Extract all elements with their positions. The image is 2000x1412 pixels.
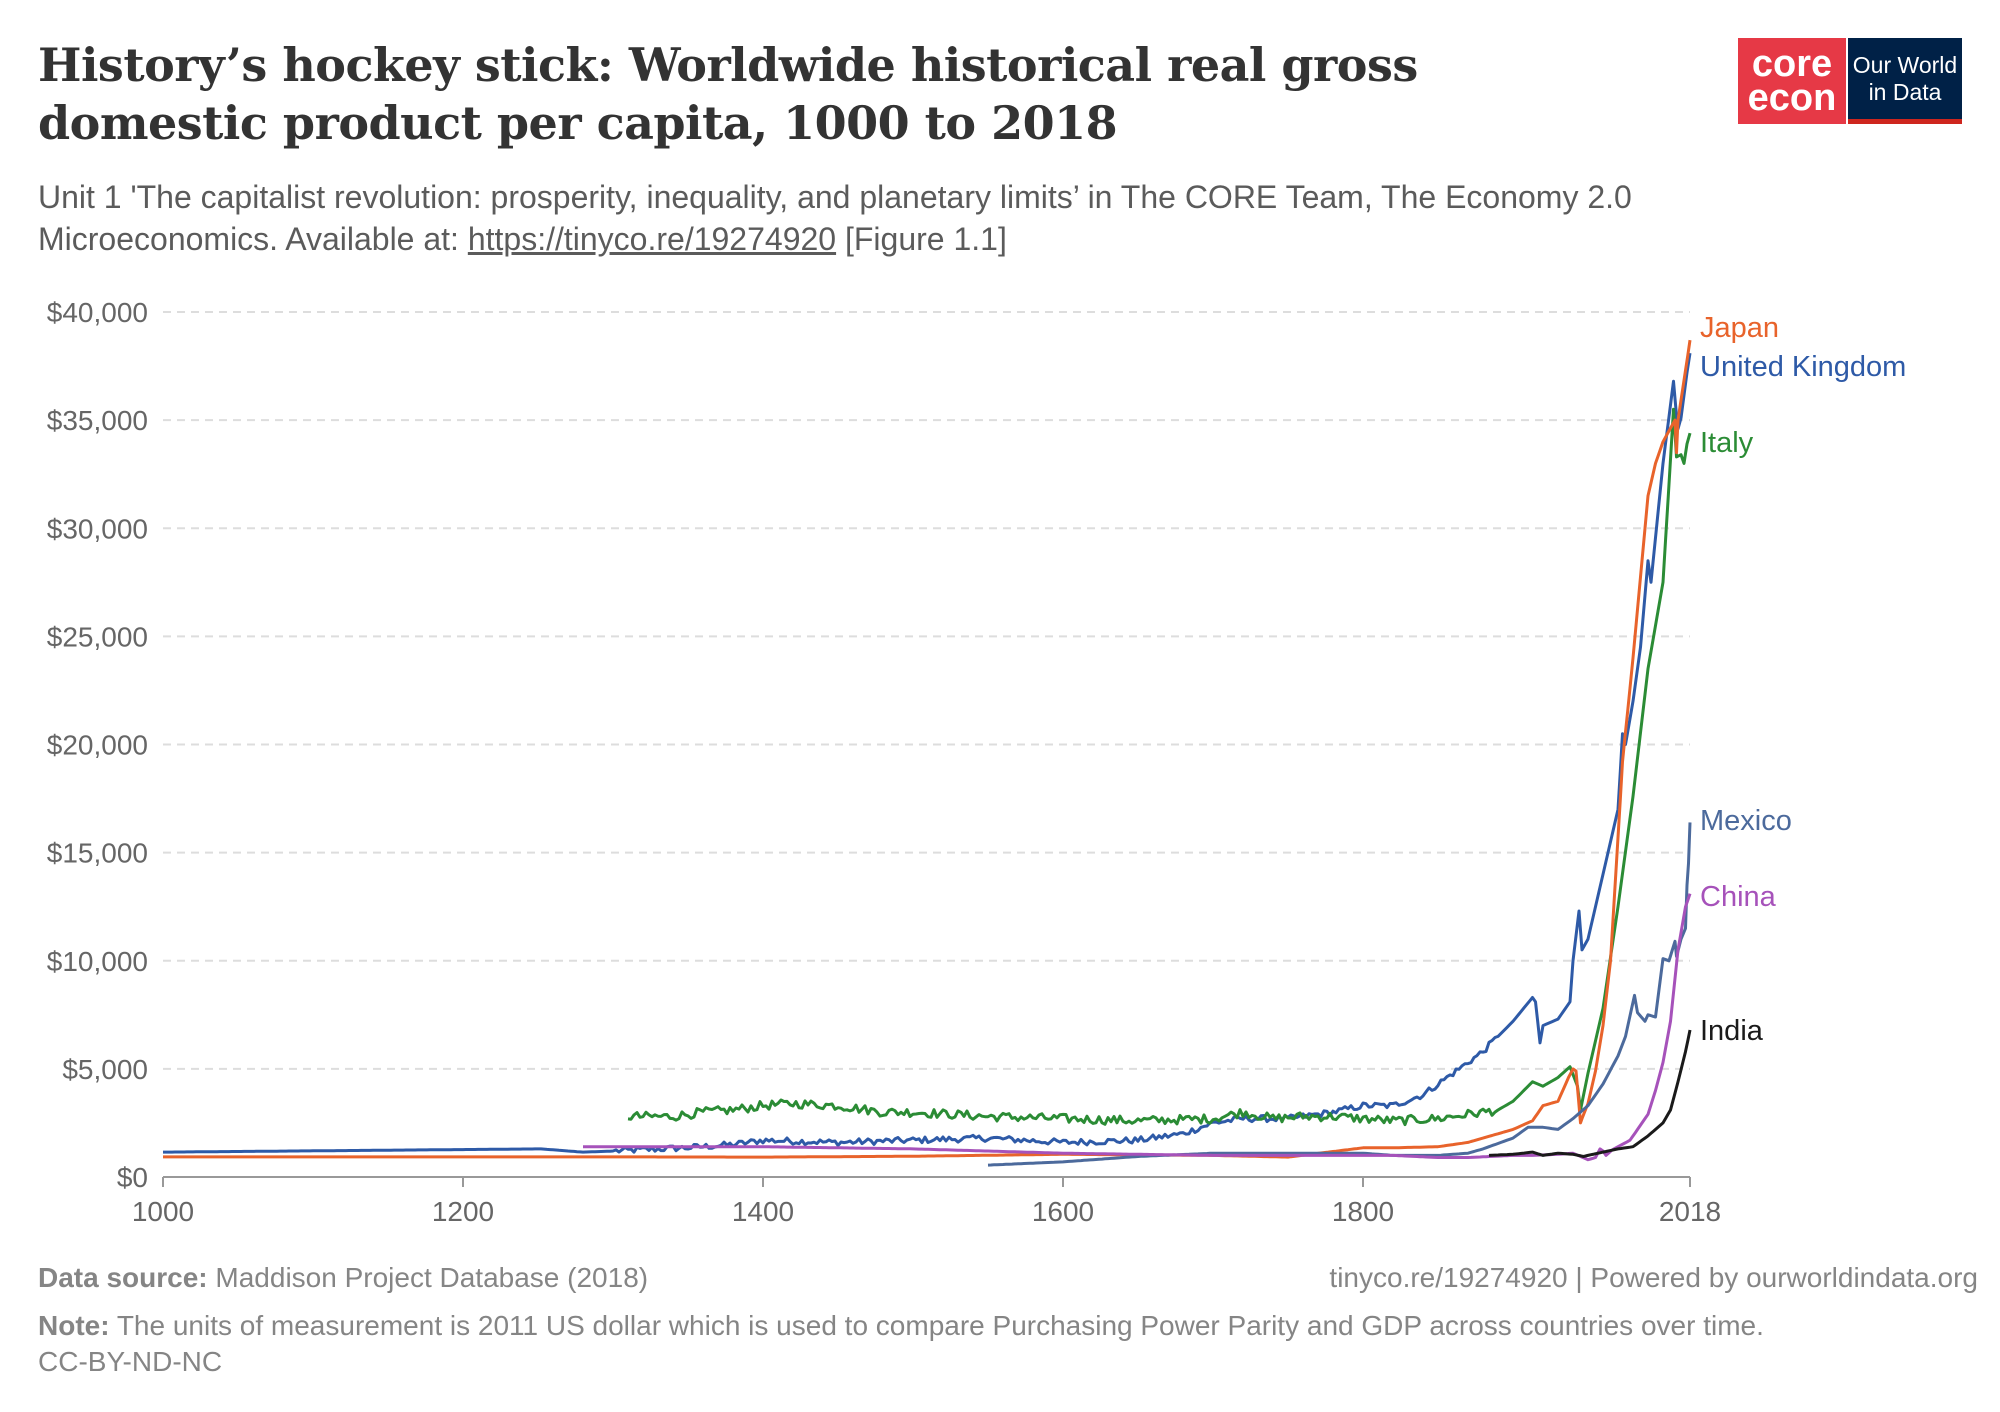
license: CC-BY-ND-NC xyxy=(38,1346,223,1377)
x-tick-label-1600: 1600 xyxy=(1032,1196,1094,1227)
y-tick-label-40000: $40,000 xyxy=(47,297,148,328)
series-line-japan xyxy=(163,339,1692,1159)
x-tick-label-1000: 1000 xyxy=(132,1196,194,1227)
series-labels: United Kingdom Italy Japan Mexico China India xyxy=(1700,312,1906,1047)
subtitle-text: Unit 1 'The capitalist revolution: prosp… xyxy=(38,179,1632,257)
series-label-japan: Japan xyxy=(1700,312,1779,344)
x-tick-label-1400: 1400 xyxy=(732,1196,794,1227)
data-source-text: Maddison Project Database (2018) xyxy=(215,1262,649,1293)
y-tick-label-25000: $25,000 xyxy=(47,621,148,652)
note-text: The units of measurement is 2011 US doll… xyxy=(116,1310,1764,1341)
series-label-india: India xyxy=(1700,1015,1764,1047)
x-tick-label-2018: 2018 xyxy=(1659,1196,1721,1227)
series-line-china xyxy=(583,893,1692,1162)
y-axis: $0 $5,000 $10,000 $15,000 $20,000 $25,000 $30,… xyxy=(47,297,148,1193)
x-tick-label-1800: 1800 xyxy=(1332,1196,1394,1227)
series-line-italy xyxy=(627,407,1692,1127)
y-tick-label-30000: $30,000 xyxy=(47,513,148,544)
chart-subtitle: Unit 1 'The capitalist revolution: prosp… xyxy=(38,176,1858,260)
owid-logo-line1: Our World xyxy=(1852,51,1958,78)
chart-note: Note: The units of measurement is 2011 U… xyxy=(38,1310,1764,1342)
y-tick-label-5000: $5,000 xyxy=(62,1054,148,1085)
x-axis: 1000 1200 1400 1600 1800 2018 xyxy=(132,1176,1721,1227)
series-line-mexico xyxy=(987,822,1692,1167)
series-label-united-kingdom: United Kingdom xyxy=(1700,351,1906,383)
data-source-label: Data source: xyxy=(38,1262,208,1293)
chart-title: History’s hockey stick: Worldwide histor… xyxy=(38,38,1418,150)
core-logo-line1: core xyxy=(1751,43,1833,85)
series-line-india xyxy=(1488,1029,1692,1158)
series-line-united-kingdom xyxy=(163,352,1692,1154)
series-label-mexico: Mexico xyxy=(1700,805,1792,837)
source-link[interactable]: https://tinyco.re/19274920 xyxy=(467,221,837,257)
y-tick-label-15000: $15,000 xyxy=(47,838,148,869)
y-tick-label-20000: $20,000 xyxy=(47,730,148,761)
series-label-italy: Italy xyxy=(1700,427,1754,459)
data-source: Data source: Maddison Project Database (… xyxy=(38,1262,648,1294)
subtitle-figure-ref: [Figure 1.1] xyxy=(836,221,1007,257)
x-tick-label-1200: 1200 xyxy=(432,1196,494,1227)
grid-lines xyxy=(163,311,1690,1070)
line-chart: 1000 1200 1400 1600 1800 2018 $0 $5,000 $10,000… xyxy=(47,297,1907,1227)
y-tick-label-35000: $35,000 xyxy=(47,405,148,436)
series-label-china: China xyxy=(1700,881,1777,913)
owid-logo-line2: in Data xyxy=(1868,78,1942,105)
our-world-in-data-logo[interactable]: Our World in Data xyxy=(1848,38,1962,124)
note-label: Note: xyxy=(38,1310,110,1341)
y-tick-label-0: $0 xyxy=(117,1162,148,1193)
y-tick-label-10000: $10,000 xyxy=(47,946,148,977)
core-logo-line2: econ xyxy=(1747,77,1837,119)
series-lines xyxy=(163,339,1692,1167)
footer-credit[interactable]: tinyco.re/19274920 | Powered by ourworld… xyxy=(1329,1262,1978,1293)
core-econ-logo[interactable]: core econ xyxy=(1738,38,1846,124)
